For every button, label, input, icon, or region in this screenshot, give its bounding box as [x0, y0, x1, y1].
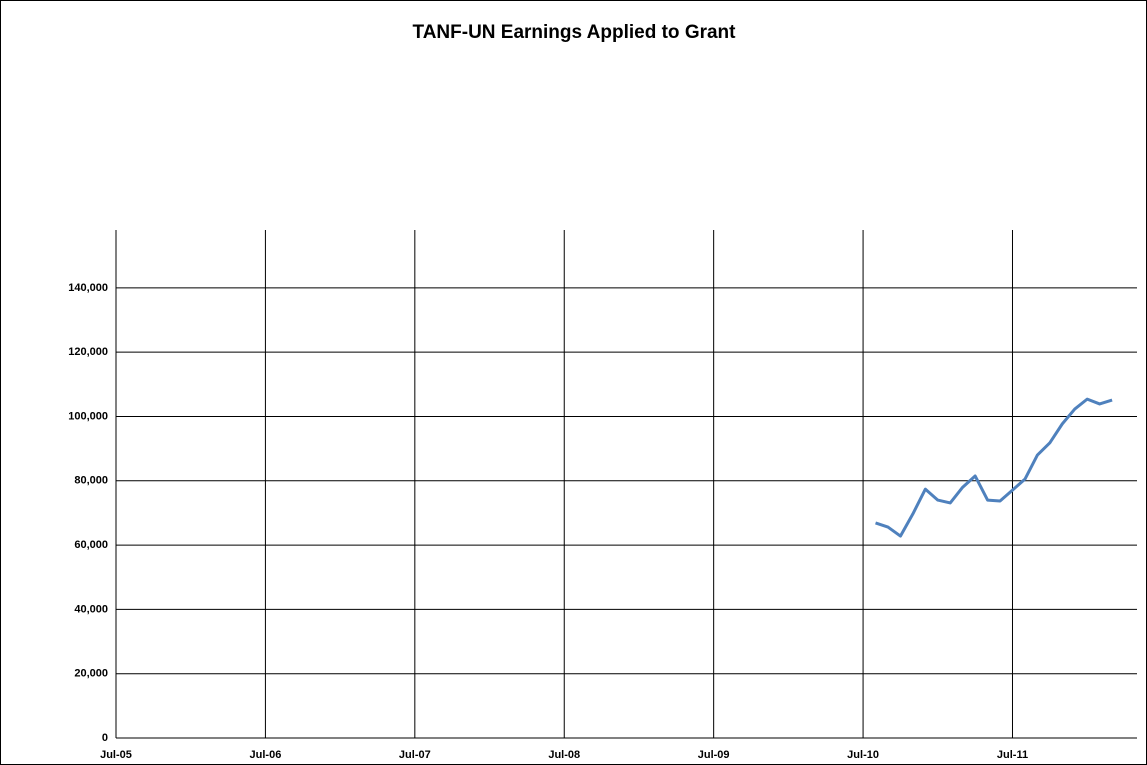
x-tick-label: Jul-07	[399, 749, 431, 761]
y-tick-label: 0	[102, 732, 108, 744]
x-tick-label: Jul-10	[847, 749, 879, 761]
x-tick-label: Jul-08	[548, 749, 580, 761]
y-tick-label: 100,000	[68, 410, 108, 422]
y-tick-label: 120,000	[68, 346, 108, 358]
x-tick-label: Jul-05	[100, 749, 132, 761]
y-tick-label: 40,000	[74, 603, 108, 615]
y-tick-label: 80,000	[74, 475, 108, 487]
y-tick-label: 140,000	[68, 282, 108, 294]
chart-title: TANF-UN Earnings Applied to Grant	[413, 22, 737, 43]
x-tick-label: Jul-11	[997, 749, 1028, 761]
y-tick-label: 20,000	[74, 668, 108, 680]
x-tick-label: Jul-06	[250, 749, 282, 761]
y-tick-label: 60,000	[74, 539, 108, 551]
x-tick-label: Jul-09	[698, 749, 730, 761]
data-line	[875, 397, 1113, 538]
